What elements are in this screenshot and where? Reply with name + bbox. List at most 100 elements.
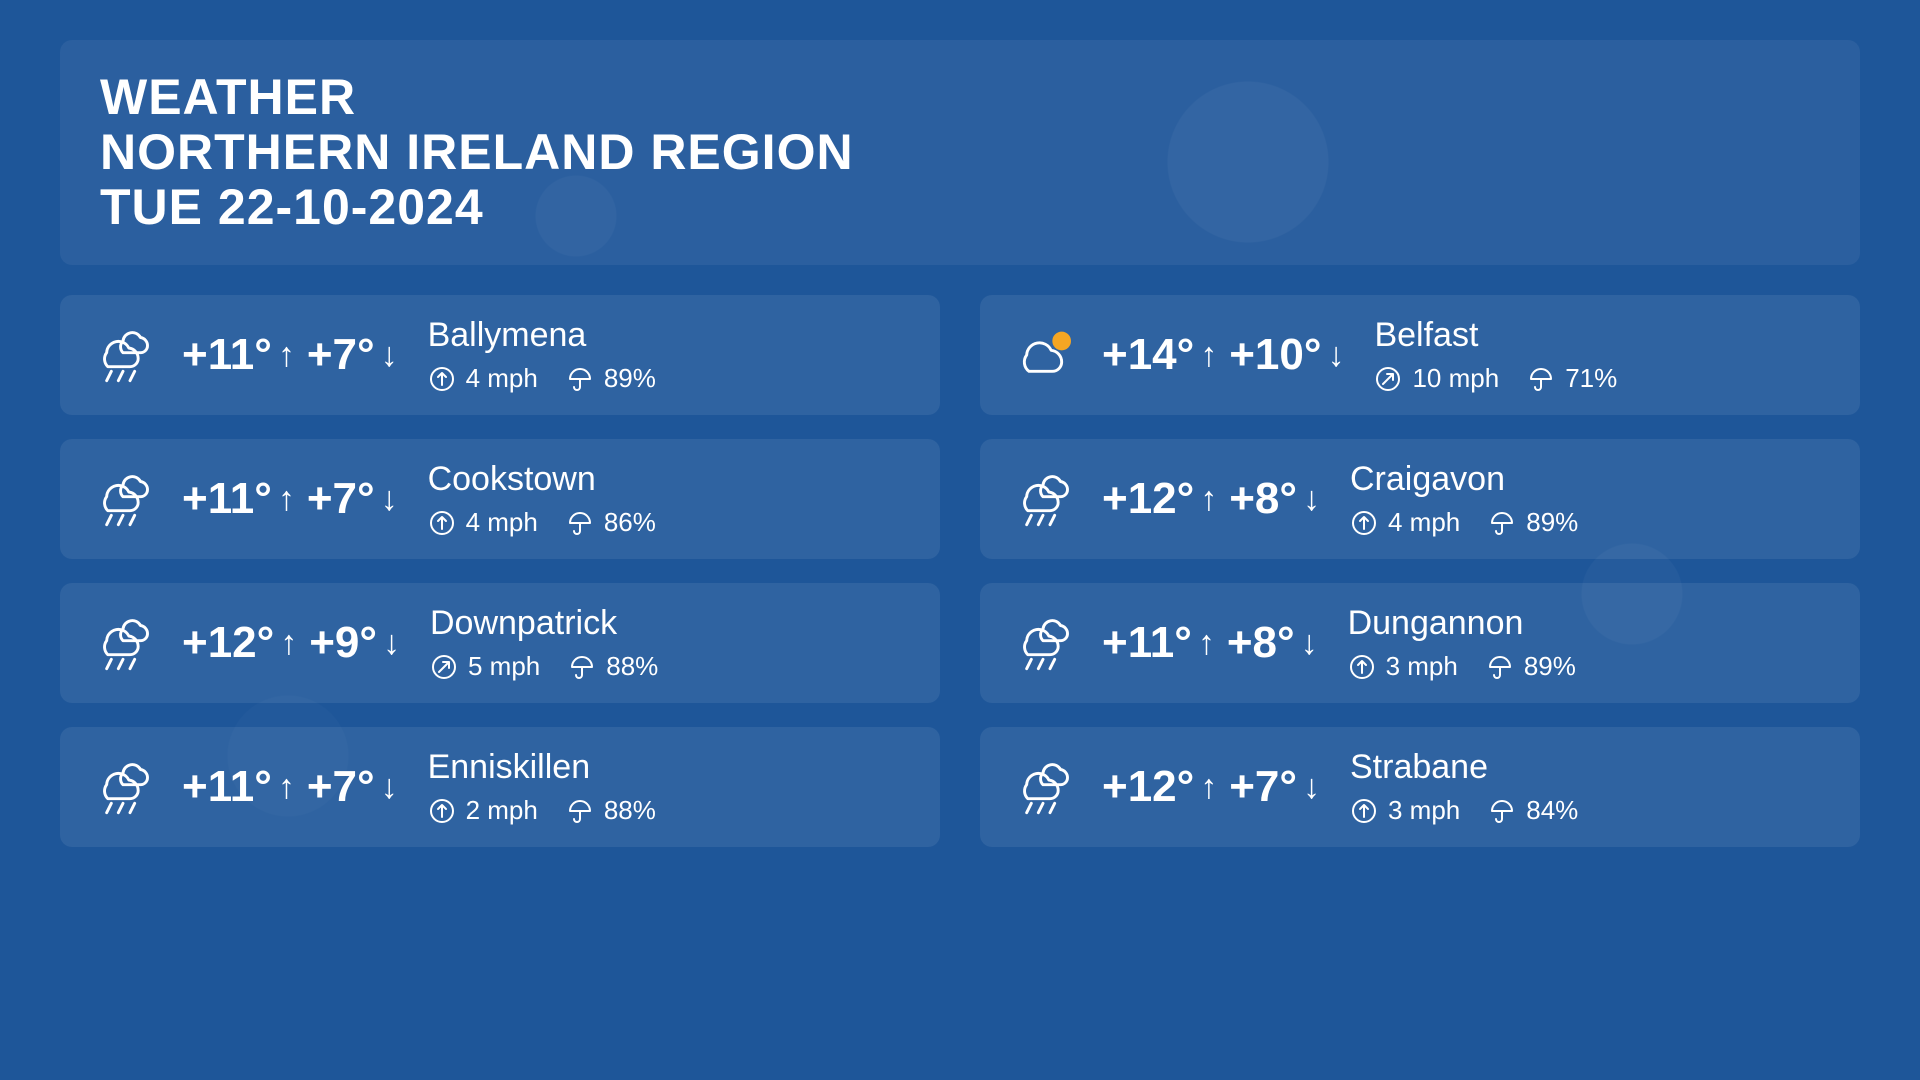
weather-card: +14°↑ +10°↓ Belfast 10 mph 71% — [980, 295, 1860, 415]
umbrella-icon — [568, 653, 596, 681]
precip-block: 89% — [566, 363, 656, 394]
umbrella-icon — [1488, 797, 1516, 825]
weather-card: +12°↑ +7°↓ Strabane 3 mph 84% — [980, 727, 1860, 847]
city-name: Cookstown — [428, 460, 656, 499]
temp-high: +12° — [182, 618, 274, 668]
meta-row: 5 mph 88% — [430, 651, 658, 682]
weather-card: +11°↑ +7°↓ Enniskillen 2 mph 88% — [60, 727, 940, 847]
umbrella-icon — [566, 797, 594, 825]
temp-low: +8° — [1229, 474, 1297, 524]
temp-high: +14° — [1102, 330, 1194, 380]
temperature-block: +12°↑ +8°↓ — [1102, 474, 1326, 524]
meta-row: 4 mph 89% — [428, 363, 656, 394]
umbrella-icon — [1488, 509, 1516, 537]
meta-row: 10 mph 71% — [1374, 363, 1617, 394]
precip-percent: 86% — [604, 507, 656, 538]
temperature-block: +14°↑ +10°↓ — [1102, 330, 1350, 380]
precip-percent: 71% — [1565, 363, 1617, 394]
weather-card: +12°↑ +8°↓ Craigavon 4 mph 89% — [980, 439, 1860, 559]
precip-block: 71% — [1527, 363, 1617, 394]
temp-high: +11° — [182, 762, 272, 812]
wind-direction-icon — [428, 365, 456, 393]
wind-speed: 4 mph — [466, 363, 538, 394]
wind-speed: 4 mph — [1388, 507, 1460, 538]
temp-high: +11° — [1102, 618, 1192, 668]
temp-low: +7° — [1229, 762, 1297, 812]
wind-direction-icon — [1350, 509, 1378, 537]
umbrella-icon — [1527, 365, 1555, 393]
precip-percent: 89% — [1524, 651, 1576, 682]
arrow-down-icon: ↓ — [1303, 480, 1320, 519]
condition-icon — [1008, 608, 1078, 678]
condition-icon — [88, 320, 158, 390]
meta-row: 2 mph 88% — [428, 795, 656, 826]
condition-icon — [88, 464, 158, 534]
wind-speed: 4 mph — [466, 507, 538, 538]
arrow-up-icon: ↑ — [278, 336, 295, 375]
wind-block: 3 mph — [1348, 651, 1458, 682]
header-line-3: TUE 22-10-2024 — [100, 179, 484, 235]
wind-block: 4 mph — [428, 363, 538, 394]
wind-speed: 10 mph — [1412, 363, 1499, 394]
arrow-up-icon: ↑ — [1198, 624, 1215, 663]
arrow-up-icon: ↑ — [1200, 480, 1217, 519]
precip-block: 89% — [1488, 507, 1578, 538]
temp-high: +12° — [1102, 762, 1194, 812]
arrow-up-icon: ↑ — [278, 768, 295, 807]
condition-icon — [1008, 320, 1078, 390]
wind-speed: 5 mph — [468, 651, 540, 682]
header-line-1: WEATHER — [100, 69, 356, 125]
condition-icon — [1008, 464, 1078, 534]
precip-block: 84% — [1488, 795, 1578, 826]
wind-block: 4 mph — [428, 507, 538, 538]
precip-percent: 84% — [1526, 795, 1578, 826]
umbrella-icon — [566, 509, 594, 537]
temperature-block: +12°↑ +7°↓ — [1102, 762, 1326, 812]
precip-block: 88% — [566, 795, 656, 826]
wind-block: 4 mph — [1350, 507, 1460, 538]
temp-high: +11° — [182, 330, 272, 380]
wind-direction-icon — [1348, 653, 1376, 681]
arrow-up-icon: ↑ — [280, 624, 297, 663]
precip-block: 88% — [568, 651, 658, 682]
wind-speed: 3 mph — [1388, 795, 1460, 826]
city-name: Strabane — [1350, 748, 1578, 787]
temperature-block: +11°↑ +7°↓ — [182, 330, 404, 380]
weather-card: +11°↑ +7°↓ Ballymena 4 mph 89% — [60, 295, 940, 415]
arrow-down-icon: ↓ — [1303, 768, 1320, 807]
city-name: Belfast — [1374, 316, 1617, 355]
wind-speed: 2 mph — [466, 795, 538, 826]
condition-icon — [88, 608, 158, 678]
city-name: Downpatrick — [430, 604, 658, 643]
arrow-down-icon: ↓ — [383, 624, 400, 663]
arrow-down-icon: ↓ — [1301, 624, 1318, 663]
wind-block: 10 mph — [1374, 363, 1499, 394]
wind-direction-icon — [430, 653, 458, 681]
arrow-down-icon: ↓ — [381, 336, 398, 375]
arrow-up-icon: ↑ — [278, 480, 295, 519]
umbrella-icon — [566, 365, 594, 393]
precip-percent: 89% — [1526, 507, 1578, 538]
arrow-down-icon: ↓ — [1327, 336, 1344, 375]
wind-direction-icon — [1374, 365, 1402, 393]
temp-low: +7° — [307, 330, 375, 380]
arrow-up-icon: ↑ — [1200, 768, 1217, 807]
arrow-down-icon: ↓ — [381, 480, 398, 519]
weather-card: +11°↑ +8°↓ Dungannon 3 mph 89% — [980, 583, 1860, 703]
temperature-block: +12°↑ +9°↓ — [182, 618, 406, 668]
precip-percent: 88% — [606, 651, 658, 682]
precip-block: 86% — [566, 507, 656, 538]
header-line-2: NORTHERN IRELAND REGION — [100, 124, 854, 180]
wind-block: 5 mph — [430, 651, 540, 682]
precip-percent: 89% — [604, 363, 656, 394]
wind-block: 3 mph — [1350, 795, 1460, 826]
temp-low: +8° — [1227, 618, 1295, 668]
temp-low: +7° — [307, 762, 375, 812]
umbrella-icon — [1486, 653, 1514, 681]
condition-icon — [88, 752, 158, 822]
arrow-up-icon: ↑ — [1200, 336, 1217, 375]
meta-row: 3 mph 84% — [1350, 795, 1578, 826]
city-name: Craigavon — [1350, 460, 1578, 499]
wind-direction-icon — [428, 509, 456, 537]
wind-direction-icon — [1350, 797, 1378, 825]
